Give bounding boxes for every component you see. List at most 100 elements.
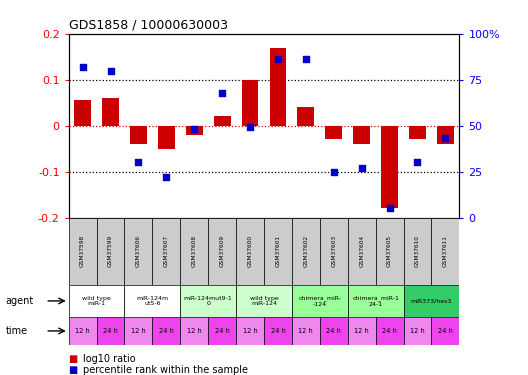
Bar (130, 126, 147, 144)
Point (190, 126, 199, 132)
Text: GSM37599: GSM37599 (108, 235, 113, 267)
Text: 24 h: 24 h (326, 328, 341, 334)
Bar (403, 217, 431, 285)
Bar (158, 126, 175, 148)
Text: ■: ■ (69, 354, 81, 364)
Text: GSM37598: GSM37598 (80, 235, 85, 267)
Bar (431, 317, 459, 345)
Bar (102, 98, 119, 126)
Bar (348, 317, 375, 345)
Text: GSM37608: GSM37608 (192, 235, 197, 267)
Text: GDS1858 / 10000630003: GDS1858 / 10000630003 (69, 19, 228, 32)
Text: GSM37602: GSM37602 (304, 235, 308, 267)
Text: GSM37610: GSM37610 (415, 235, 420, 267)
Bar (292, 285, 348, 317)
Text: miR-124mut9-1
0: miR-124mut9-1 0 (184, 296, 232, 306)
Bar (153, 217, 180, 285)
Bar (264, 317, 292, 345)
Bar (186, 126, 203, 135)
Bar (74, 100, 91, 126)
Bar (180, 217, 208, 285)
Bar (97, 317, 125, 345)
Bar (403, 285, 459, 317)
Text: 12 h: 12 h (187, 328, 202, 334)
Bar (208, 217, 236, 285)
Text: 12 h: 12 h (75, 328, 90, 334)
Point (218, 90, 227, 96)
Bar (292, 317, 320, 345)
Text: 24 h: 24 h (382, 328, 397, 334)
Text: GSM37609: GSM37609 (220, 235, 224, 267)
Text: time: time (5, 326, 27, 336)
Bar (320, 317, 348, 345)
Text: GSM37603: GSM37603 (331, 235, 336, 267)
Text: GSM37605: GSM37605 (387, 235, 392, 267)
Point (134, 159, 143, 165)
Bar (381, 126, 398, 209)
Point (441, 135, 450, 141)
Bar (180, 285, 236, 317)
Point (385, 206, 394, 212)
Bar (431, 217, 459, 285)
Text: 24 h: 24 h (215, 328, 230, 334)
Text: 12 h: 12 h (243, 328, 258, 334)
Bar (375, 217, 403, 285)
Point (357, 165, 366, 171)
Bar (208, 317, 236, 345)
Bar (437, 126, 454, 144)
Bar (325, 126, 342, 140)
Point (413, 159, 422, 165)
Point (274, 57, 282, 63)
Bar (125, 317, 153, 345)
Text: GSM37611: GSM37611 (443, 236, 448, 267)
Text: GSM37601: GSM37601 (276, 235, 280, 267)
Bar (69, 217, 97, 285)
Text: agent: agent (5, 296, 34, 306)
Bar (69, 317, 97, 345)
Bar (264, 217, 292, 285)
Text: log10 ratio: log10 ratio (83, 354, 136, 364)
Bar (353, 126, 370, 144)
Bar (214, 117, 231, 126)
Text: GSM37606: GSM37606 (136, 235, 141, 267)
Bar (348, 285, 403, 317)
Text: 24 h: 24 h (103, 328, 118, 334)
Bar (403, 317, 431, 345)
Text: wild type
miR-124: wild type miR-124 (250, 296, 278, 306)
Text: ■: ■ (69, 365, 81, 375)
Bar (297, 107, 314, 126)
Point (78, 64, 87, 70)
Bar (125, 285, 180, 317)
Text: miR373/hes3: miR373/hes3 (411, 298, 452, 303)
Text: 12 h: 12 h (354, 328, 369, 334)
Bar (236, 217, 264, 285)
Text: 24 h: 24 h (438, 328, 453, 334)
Point (162, 174, 171, 180)
Bar (292, 217, 320, 285)
Text: wild type
miR-1: wild type miR-1 (82, 296, 111, 306)
Text: chimera_miR-
-124: chimera_miR- -124 (298, 295, 341, 307)
Bar (69, 285, 125, 317)
Text: GSM37604: GSM37604 (359, 235, 364, 267)
Text: 24 h: 24 h (270, 328, 286, 334)
Text: miR-124m
ut5-6: miR-124m ut5-6 (136, 296, 168, 306)
Text: GSM37607: GSM37607 (164, 235, 169, 267)
Bar (348, 217, 375, 285)
Bar (320, 217, 348, 285)
Text: 12 h: 12 h (298, 328, 313, 334)
Point (301, 57, 310, 63)
Text: GSM37600: GSM37600 (248, 235, 252, 267)
Bar (270, 48, 286, 126)
Bar (125, 217, 153, 285)
Bar (242, 80, 258, 126)
Bar (153, 317, 180, 345)
Bar (409, 126, 426, 140)
Text: chimera_miR-1
24-1: chimera_miR-1 24-1 (352, 295, 399, 307)
Bar (180, 317, 208, 345)
Text: 24 h: 24 h (159, 328, 174, 334)
Bar (236, 317, 264, 345)
Text: 12 h: 12 h (131, 328, 146, 334)
Text: 12 h: 12 h (410, 328, 425, 334)
Text: percentile rank within the sample: percentile rank within the sample (83, 365, 249, 375)
Bar (236, 285, 292, 317)
